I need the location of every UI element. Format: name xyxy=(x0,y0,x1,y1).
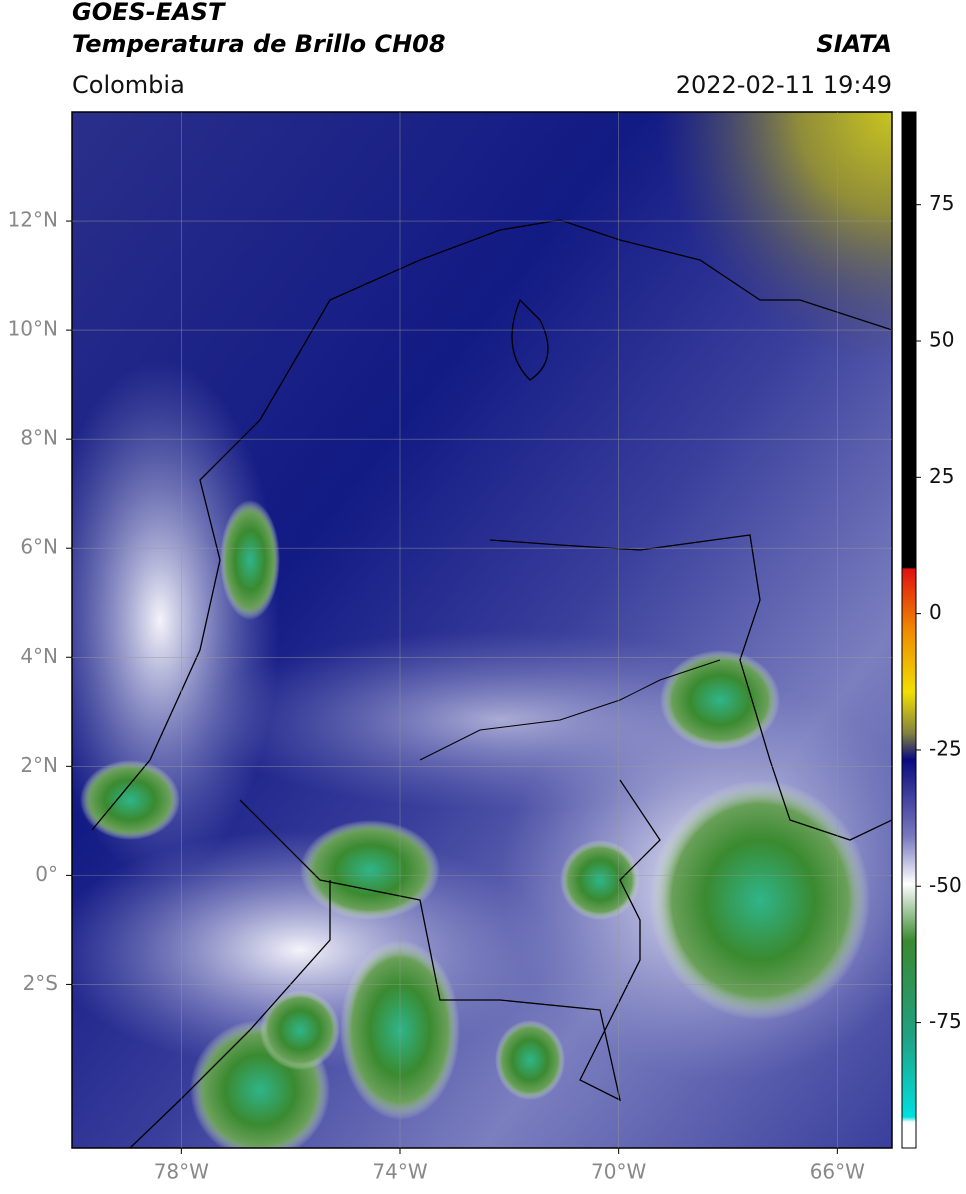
satellite-image xyxy=(72,112,892,1148)
x-tick-label: 66°W xyxy=(810,1160,865,1184)
y-tick-label: 0° xyxy=(35,862,58,886)
datetime: 2022-02-11 19:49 xyxy=(676,71,892,99)
title: GOES-EAST xyxy=(72,0,226,26)
subtitle: Temperatura de Brillo CH08 xyxy=(72,30,446,58)
y-tick-label: 6°N xyxy=(20,535,58,559)
colorbar-tick-label: -75 xyxy=(929,1009,962,1033)
y-tick-label: 2°N xyxy=(20,753,58,777)
x-tick-label: 74°W xyxy=(372,1160,427,1184)
source: SIATA xyxy=(816,30,892,58)
colorbar-tick-label: 25 xyxy=(929,464,954,488)
colorbar-tick-label: -25 xyxy=(929,736,962,760)
y-tick-label: 12°N xyxy=(8,208,58,232)
y-tick-label: 2°S xyxy=(23,971,58,995)
y-tick-label: 10°N xyxy=(8,317,58,341)
y-tick-label: 4°N xyxy=(20,644,58,668)
colorbar-tick-label: 0 xyxy=(929,600,942,624)
colorbar-tick-label: -50 xyxy=(929,873,962,897)
region: Colombia xyxy=(72,71,185,99)
x-tick-label: 78°W xyxy=(154,1160,209,1184)
y-tick-label: 8°N xyxy=(20,426,58,450)
map-frame xyxy=(71,111,893,1149)
colorbar xyxy=(901,111,917,1149)
x-tick-label: 70°W xyxy=(591,1160,646,1184)
colorbar-tick-label: 75 xyxy=(929,191,954,215)
colorbar-tick-label: 50 xyxy=(929,328,954,352)
